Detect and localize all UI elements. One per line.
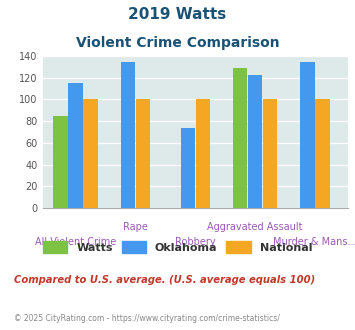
- Bar: [196, 99, 210, 208]
- Bar: [69, 83, 83, 208]
- Bar: [248, 75, 262, 208]
- Text: 2019 Watts: 2019 Watts: [129, 7, 226, 21]
- Text: All Violent Crime: All Violent Crime: [35, 237, 116, 247]
- Bar: [136, 99, 150, 208]
- Text: Robbery: Robbery: [175, 237, 215, 247]
- Legend: Watts, Oklahoma, National: Watts, Oklahoma, National: [38, 237, 317, 257]
- Bar: [121, 61, 135, 208]
- Bar: [233, 68, 247, 208]
- Bar: [181, 128, 195, 208]
- Text: Compared to U.S. average. (U.S. average equals 100): Compared to U.S. average. (U.S. average …: [14, 276, 316, 285]
- Text: Violent Crime Comparison: Violent Crime Comparison: [76, 36, 279, 50]
- Text: © 2025 CityRating.com - https://www.cityrating.com/crime-statistics/: © 2025 CityRating.com - https://www.city…: [14, 314, 280, 323]
- Bar: [83, 99, 98, 208]
- Bar: [53, 116, 68, 208]
- Text: Murder & Mans...: Murder & Mans...: [273, 237, 355, 247]
- Bar: [263, 99, 277, 208]
- Bar: [315, 99, 330, 208]
- Text: Rape: Rape: [123, 222, 148, 232]
- Text: Aggravated Assault: Aggravated Assault: [207, 222, 303, 232]
- Bar: [300, 61, 315, 208]
